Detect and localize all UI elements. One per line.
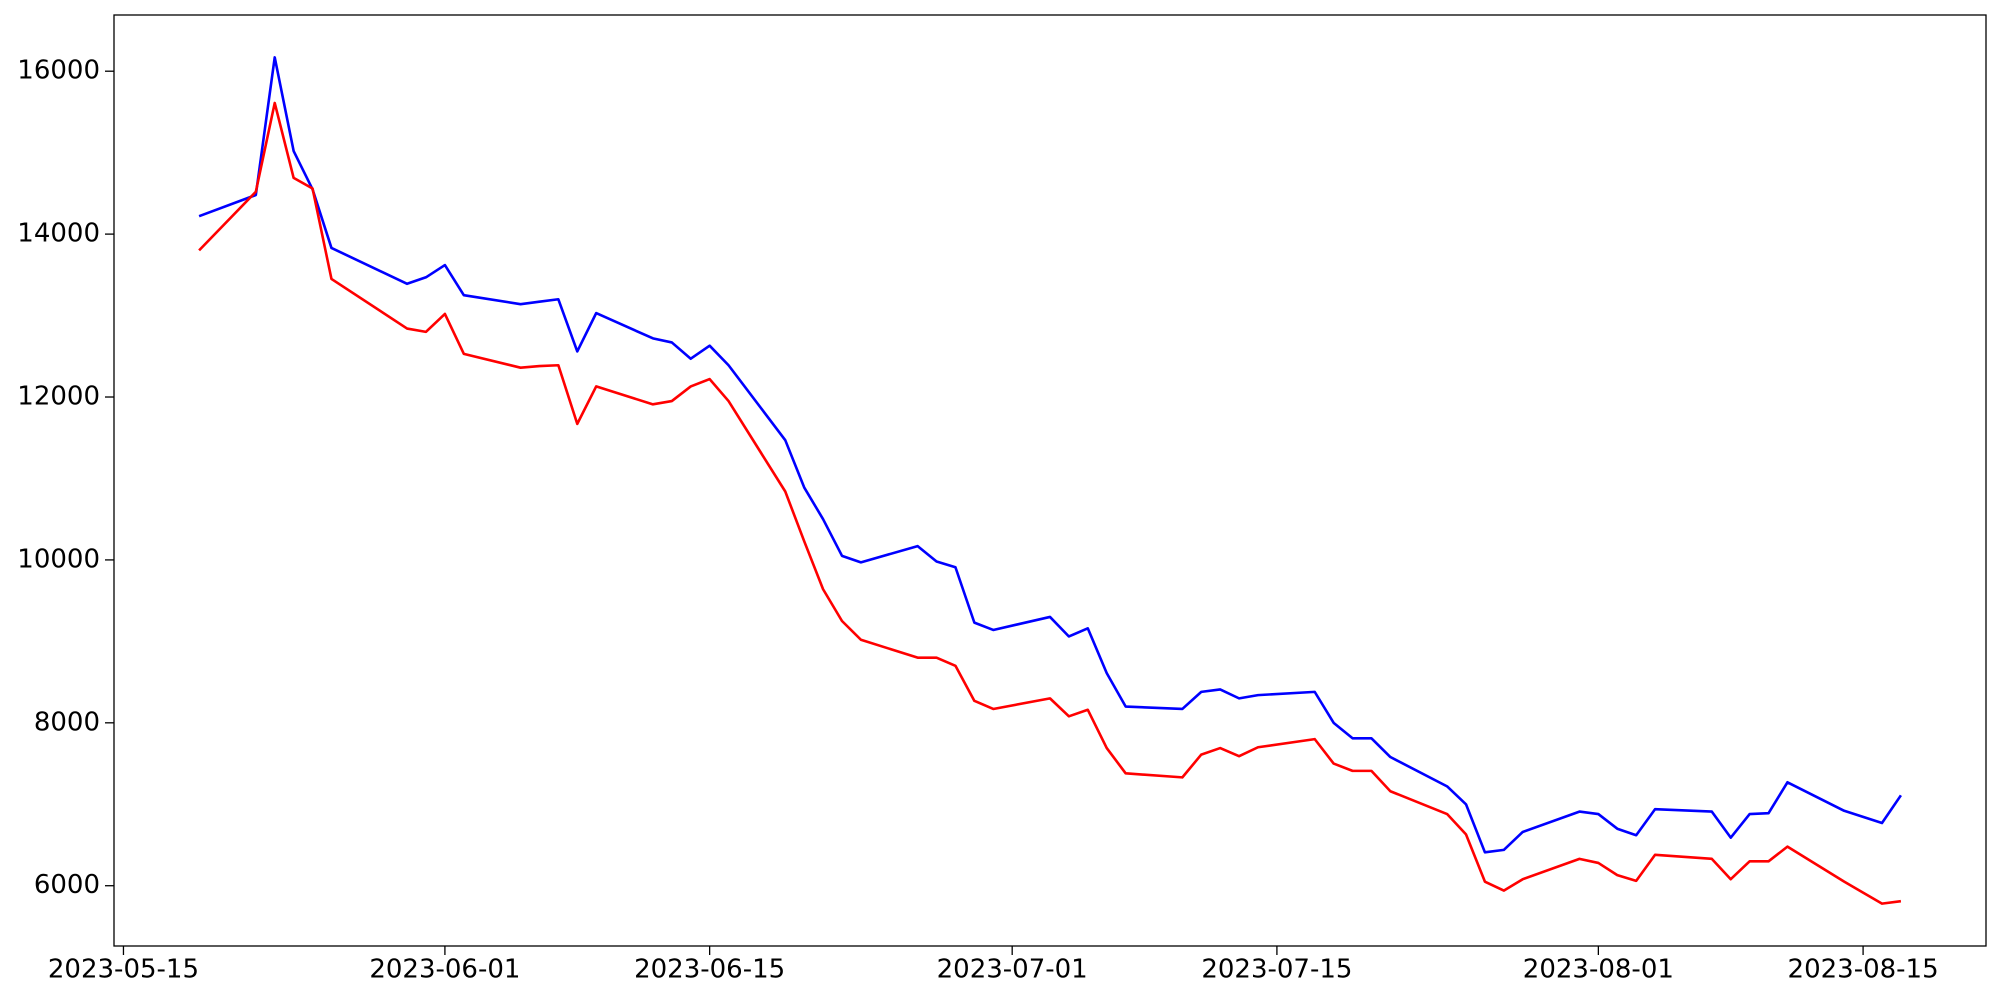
y-tick-label: 6000 bbox=[34, 870, 100, 900]
y-tick-label: 12000 bbox=[17, 382, 100, 412]
axes-frame bbox=[113, 14, 1987, 947]
x-tick-label: 2023-08-01 bbox=[1523, 955, 1674, 985]
y-tick-label: 8000 bbox=[34, 707, 100, 737]
series-line bbox=[198, 101, 1902, 905]
x-tick-label: 2023-07-01 bbox=[937, 955, 1088, 985]
series-line bbox=[198, 56, 1902, 854]
y-tick-label: 14000 bbox=[17, 219, 100, 249]
y-tick-label: 16000 bbox=[17, 56, 100, 86]
x-tick-label: 2023-07-15 bbox=[1201, 955, 1352, 985]
x-tick-label: 2023-05-15 bbox=[48, 955, 199, 985]
x-tick-label: 2023-06-01 bbox=[369, 955, 520, 985]
y-tick-label: 10000 bbox=[17, 544, 100, 574]
x-tick-label: 2023-06-15 bbox=[634, 955, 785, 985]
x-tick-label: 2023-08-15 bbox=[1788, 955, 1939, 985]
